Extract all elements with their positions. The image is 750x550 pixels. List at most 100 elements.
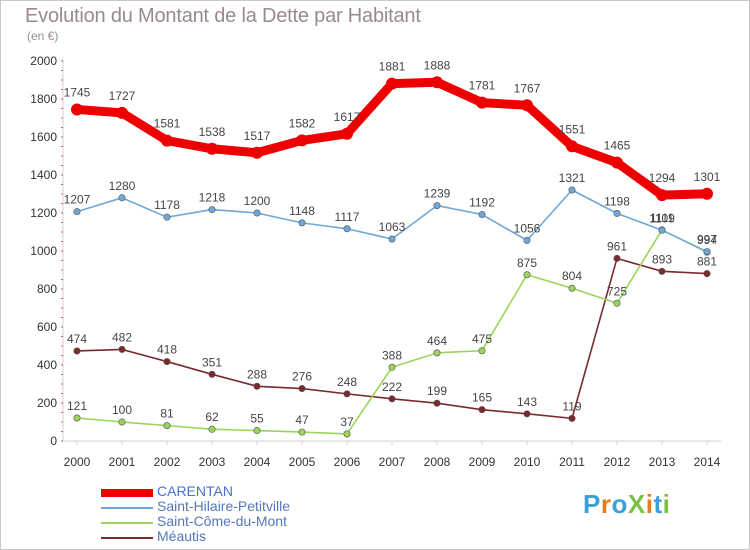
data-label: 1301 xyxy=(694,170,721,184)
data-point xyxy=(163,213,171,221)
x-tick-label: 2008 xyxy=(424,455,451,469)
data-point xyxy=(208,206,216,214)
data-point xyxy=(343,430,351,438)
data-point xyxy=(613,209,621,217)
legend-label: Saint-Côme-du-Mont xyxy=(157,513,287,529)
legend-label: Méautis xyxy=(157,528,207,544)
data-label: 1056 xyxy=(514,221,541,235)
logo-letter: o xyxy=(611,489,628,519)
x-tick-label: 2011 xyxy=(559,455,585,469)
data-point xyxy=(478,211,486,219)
y-tick-label: 1600 xyxy=(30,130,57,144)
x-tick-label: 2002 xyxy=(154,455,181,469)
data-point xyxy=(433,399,441,407)
data-label: 804 xyxy=(562,269,582,283)
legend-swatch xyxy=(101,507,153,509)
data-point xyxy=(253,382,261,390)
data-point xyxy=(611,156,623,169)
data-label: 1581 xyxy=(154,117,181,131)
data-point xyxy=(703,248,711,256)
data-point xyxy=(613,299,621,307)
data-point xyxy=(388,235,396,243)
data-point xyxy=(116,106,128,119)
data-point xyxy=(71,103,83,116)
data-point xyxy=(523,236,531,244)
data-label: 47 xyxy=(295,413,309,427)
data-point xyxy=(208,370,216,378)
data-label: 143 xyxy=(517,395,537,409)
data-label: 119 xyxy=(562,399,581,413)
data-label: 1117 xyxy=(335,210,360,224)
data-point xyxy=(478,406,486,414)
data-label: 1111 xyxy=(650,211,674,225)
legend-swatch xyxy=(101,522,153,524)
data-label: 199 xyxy=(427,384,447,398)
data-label: 1207 xyxy=(64,193,91,207)
logo-letter: r xyxy=(600,489,612,519)
x-tick-label: 2012 xyxy=(604,455,631,469)
data-label: 1551 xyxy=(559,122,586,136)
data-label: 288 xyxy=(247,367,267,381)
legend-label: CARENTAN xyxy=(157,483,233,499)
data-point xyxy=(298,219,306,227)
data-label: 121 xyxy=(67,399,87,413)
y-tick-label: 2000 xyxy=(30,54,57,68)
y-tick-label: 600 xyxy=(37,320,57,334)
data-label: 1538 xyxy=(199,125,226,139)
logo-letter: P xyxy=(583,489,601,519)
data-label: 1109 xyxy=(649,211,675,225)
data-point xyxy=(566,140,578,153)
y-tick-label: 1800 xyxy=(30,92,57,106)
logo-letter: i xyxy=(662,489,671,519)
data-label: 351 xyxy=(202,355,222,369)
data-label: 1280 xyxy=(109,179,136,193)
y-tick-label: 0 xyxy=(50,434,57,448)
data-point xyxy=(523,271,531,279)
x-tick-label: 2006 xyxy=(334,455,361,469)
logo-letter: X xyxy=(627,489,646,519)
data-point xyxy=(341,127,353,140)
data-label: 475 xyxy=(472,332,492,346)
y-tick-label: 400 xyxy=(37,358,57,372)
data-point xyxy=(386,77,398,90)
data-point xyxy=(478,347,486,355)
x-tick-label: 2013 xyxy=(649,455,676,469)
data-label: 474 xyxy=(67,332,87,346)
x-tick-label: 2003 xyxy=(199,455,226,469)
data-point xyxy=(568,186,576,194)
data-label: 1781 xyxy=(469,79,496,93)
data-point xyxy=(613,254,621,262)
data-point xyxy=(253,427,261,435)
data-label: 248 xyxy=(337,375,357,389)
data-point xyxy=(568,284,576,292)
series-line-2 xyxy=(76,229,708,435)
chart-axes: 0 200 400 600 800 1000 1200 1400 1600 1800 2000 200… xyxy=(30,54,721,469)
data-point xyxy=(388,395,396,403)
data-label: 1239 xyxy=(424,187,451,201)
data-label: 418 xyxy=(157,343,177,357)
data-point xyxy=(431,76,443,89)
data-label: 1517 xyxy=(244,129,271,143)
data-label: 1767 xyxy=(514,81,541,95)
data-label: 1218 xyxy=(199,191,226,205)
line-chart: 0 200 400 600 800 1000 1200 1400 1600 1800 2000 200… xyxy=(30,54,721,469)
data-point xyxy=(343,390,351,398)
data-label: 1148 xyxy=(289,204,315,218)
data-label: 1881 xyxy=(379,60,406,74)
proxiti-logo: ProXiti xyxy=(583,489,670,520)
data-point xyxy=(298,428,306,436)
data-label: 388 xyxy=(382,348,402,362)
legend-swatch xyxy=(101,489,153,497)
data-point xyxy=(118,194,126,202)
data-label: 1465 xyxy=(604,139,631,153)
data-label: 1192 xyxy=(469,196,495,210)
data-point xyxy=(433,349,441,357)
data-label: 100 xyxy=(112,403,132,417)
data-label: 55 xyxy=(250,412,264,426)
data-point xyxy=(206,142,218,155)
x-tick-label: 2009 xyxy=(469,455,496,469)
data-point xyxy=(433,202,441,210)
y-tick-label: 1400 xyxy=(30,168,57,182)
data-label: 893 xyxy=(652,252,672,266)
